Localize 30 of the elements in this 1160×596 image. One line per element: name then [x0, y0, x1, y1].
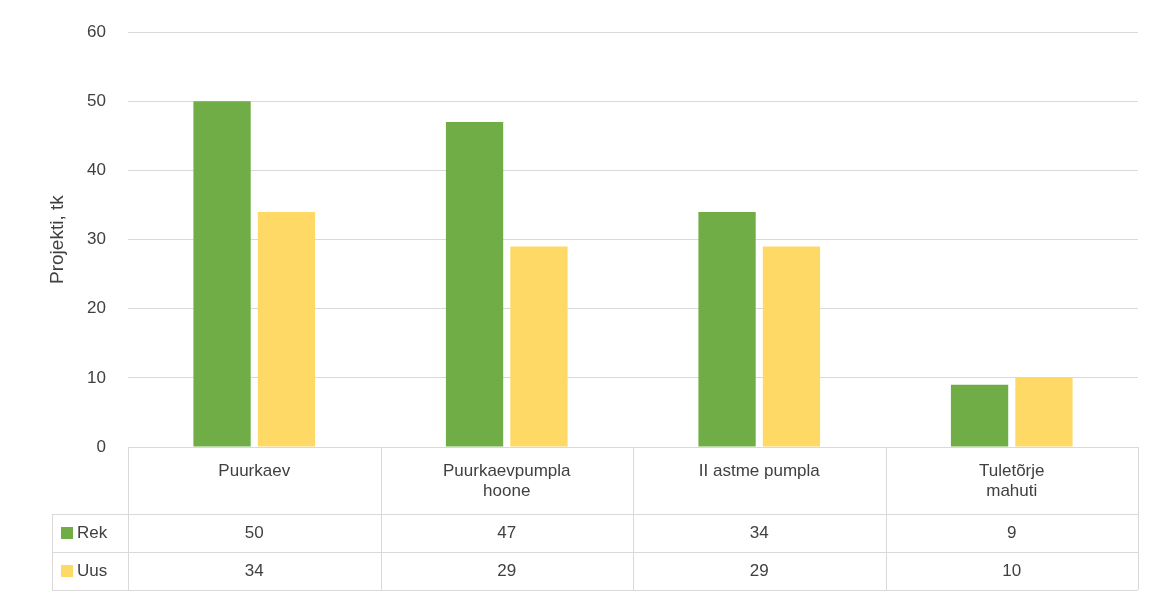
data-label: 34: [244, 560, 264, 580]
legend-label: Uus: [77, 560, 108, 580]
data-label: 47: [497, 522, 517, 542]
bar: [1015, 377, 1073, 447]
bar: [762, 246, 821, 447]
y-tick-label: 50: [87, 91, 106, 111]
y-tick-label: 40: [87, 160, 106, 180]
data-label: 29: [497, 560, 517, 580]
y-tick-label: 30: [87, 229, 106, 249]
y-tick-label: 60: [87, 21, 106, 41]
bar: [950, 384, 1009, 447]
y-tick-label: 20: [87, 298, 106, 318]
bar: [445, 122, 504, 447]
bar: [257, 211, 316, 447]
x-tick-label: II astme pumpla: [698, 460, 821, 480]
bar: [510, 246, 568, 447]
data-label: 10: [1002, 560, 1022, 580]
data-label: 34: [749, 522, 769, 542]
x-tick-label: Tuletõrje mahuti: [978, 460, 1045, 501]
x-tick-label: Puurkaev: [218, 460, 291, 480]
bar: [698, 211, 756, 447]
bar: [193, 101, 251, 447]
legend-label: Rek: [77, 522, 108, 542]
data-label: 50: [244, 522, 264, 542]
y-axis-title: Projekti, tk: [45, 194, 67, 284]
data-label: 9: [1007, 522, 1017, 542]
x-tick-label: Puurkaevpumpla hoone: [442, 460, 572, 501]
y-tick-label: 0: [96, 436, 106, 456]
data-label: 29: [749, 560, 769, 580]
y-tick-label: 10: [87, 367, 106, 387]
